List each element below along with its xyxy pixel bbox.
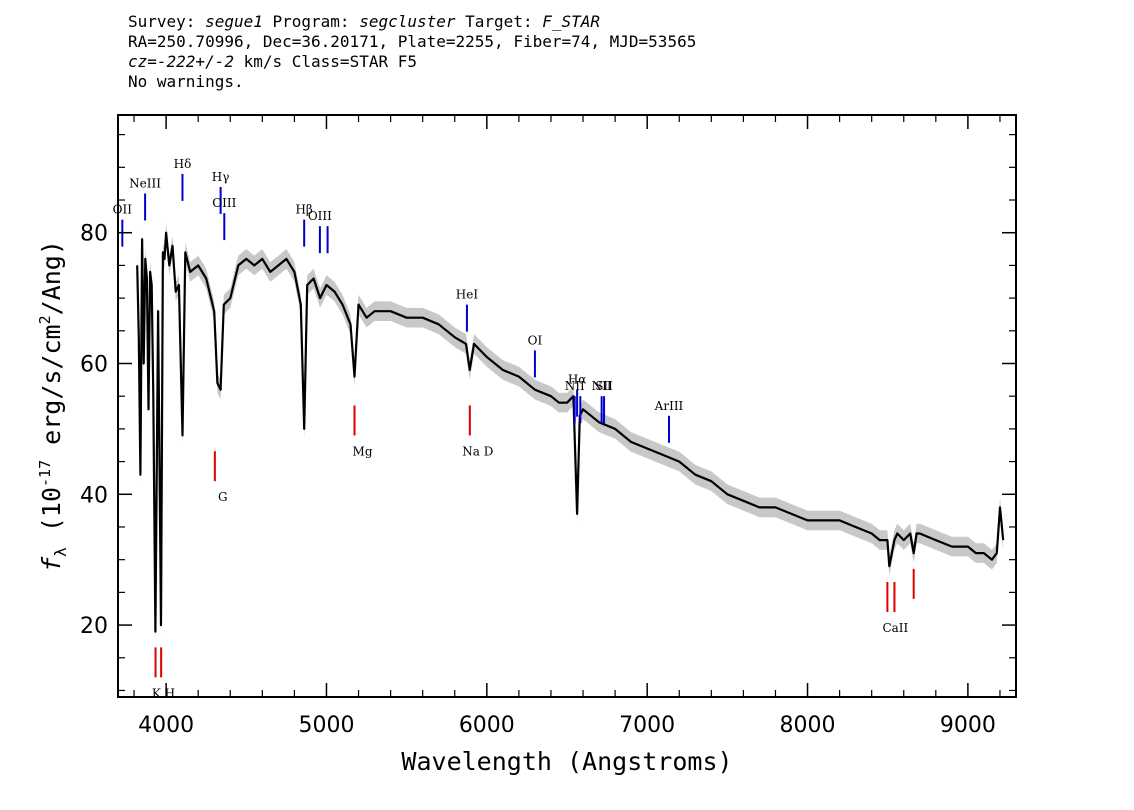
survey-value: segue1 [205,12,263,31]
emission-line-label: NII [565,379,585,393]
absorption-line-label: G [218,490,228,504]
emission-line-label: NII [592,379,612,393]
x-tick-label: 9000 [940,713,996,738]
y-tick-label: 40 [80,483,108,508]
x-tick-label: 6000 [459,713,515,738]
absorption-line-label: CaII [882,621,908,635]
emission-line-label: Hβ [295,203,312,217]
tick-layer: 4000 5000 6000 7000 8000 9000 20 40 60 80 [80,115,1016,738]
spectrum-header: Survey: segue1 Program: segcluster Targe… [128,12,696,92]
emission-line-label: Hα [568,373,587,387]
flux-error-band [137,222,1004,642]
absorption-line-label: K H [152,686,175,700]
plot-frame [117,114,1017,698]
target-prefix: Target: [455,12,543,31]
redshift-value: cz=-222+/-2 [128,52,234,71]
x-tick-label: 8000 [780,713,836,738]
emission-line-label: Hδ [174,157,192,171]
class-value: km/s Class=STAR F5 [233,52,417,71]
target-value: F_STAR [542,12,601,31]
x-tick-label: 7000 [619,713,675,738]
error-band-layer [137,222,1004,642]
program-prefix: Program: [262,12,360,31]
survey-prefix: Survey: [128,12,206,31]
header-line-2: RA=250.70996, Dec=36.20171, Plate=2255, … [128,32,697,51]
emission-line-label: OIII [308,209,332,223]
x-tick-label: 4000 [138,713,194,738]
flux-line [136,231,1005,633]
y-tick-label: 20 [80,614,108,639]
emission-line-label: OIII [212,196,236,210]
emission-line-label: OII [113,203,133,217]
y-axis-title: fλ (10-17 erg/s/cm2/Ang) [36,240,70,572]
x-tick-label: 5000 [298,713,354,738]
emission-line-label: ArIII [654,399,684,413]
program-value: segcluster [359,12,456,31]
emission-line-label: Hγ [212,170,230,184]
header-line-3: cz=-222+/-2 km/s Class=STAR F5 [128,52,696,72]
absorption-line-label: Na D [462,444,493,458]
emission-line-label: OI [528,333,543,347]
absorption-line-label: Mg [353,444,373,458]
y-tick-label: 60 [80,352,108,377]
flux-layer [136,231,1005,633]
x-axis-title: Wavelength (Angstroms) [401,747,732,776]
emission-line-label: NeIII [129,176,161,190]
header-line-1: Survey: segue1 Program: segcluster Targe… [128,12,696,32]
y-tick-label: 80 [80,222,108,247]
emission-line-label: HeI [456,288,479,302]
emission-line-label: SII [595,379,613,393]
header-line-4: No warnings. [128,72,244,91]
